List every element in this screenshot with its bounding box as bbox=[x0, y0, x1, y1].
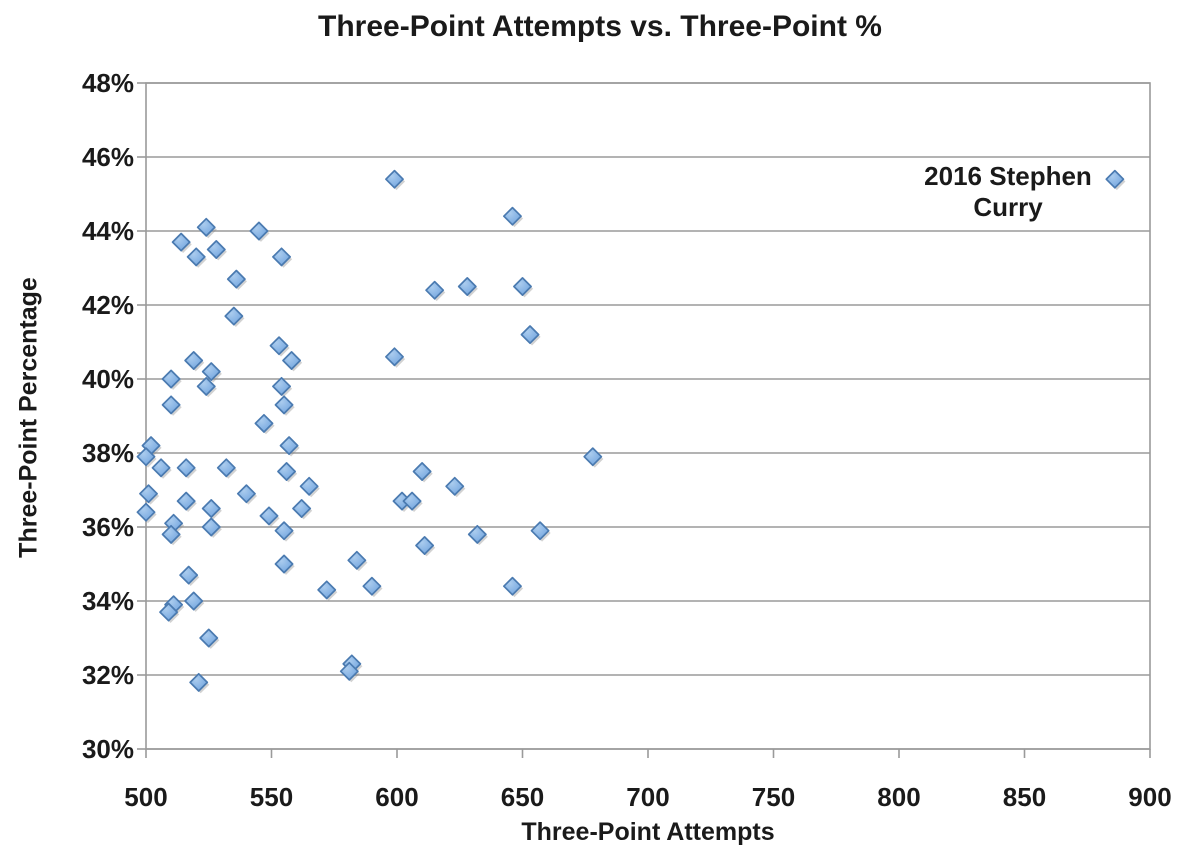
y-tick-label: 46% bbox=[81, 142, 134, 172]
data-point-marker bbox=[467, 524, 487, 544]
data-point-marker bbox=[503, 576, 522, 596]
x-tick-label: 550 bbox=[249, 782, 294, 812]
data-point-marker bbox=[206, 240, 226, 259]
data-point-marker bbox=[272, 247, 291, 267]
y-tick-label: 32% bbox=[81, 660, 134, 690]
y-tick-label: 38% bbox=[81, 438, 134, 468]
x-tick-label: 600 bbox=[375, 782, 419, 812]
data-point-marker bbox=[139, 484, 158, 504]
data-point-marker bbox=[347, 550, 367, 570]
data-point-marker bbox=[274, 521, 294, 541]
data-point-marker bbox=[171, 232, 191, 252]
data-point-marker bbox=[186, 247, 206, 267]
data-point-marker bbox=[249, 221, 269, 241]
x-tick-label: 900 bbox=[1128, 782, 1172, 812]
data-point-marker bbox=[277, 462, 297, 481]
data-point-marker bbox=[179, 565, 199, 585]
data-point-marker bbox=[503, 206, 522, 226]
data-point-marker bbox=[513, 277, 532, 296]
data-point-marker bbox=[199, 628, 219, 648]
data-point-marker bbox=[385, 169, 404, 189]
y-tick-label: 34% bbox=[81, 586, 134, 616]
data-point-marker bbox=[520, 325, 540, 345]
data-point-marker bbox=[176, 491, 196, 511]
data-point-marker bbox=[216, 458, 236, 478]
data-point-marker bbox=[279, 436, 299, 456]
data-point-marker bbox=[201, 517, 221, 537]
data-point-marker bbox=[385, 347, 404, 367]
x-tick-label: 800 bbox=[877, 782, 921, 812]
y-tick-label: 44% bbox=[81, 216, 134, 246]
x-tick-label: 750 bbox=[751, 782, 796, 812]
data-point-marker bbox=[274, 395, 294, 415]
data-point-marker bbox=[196, 376, 216, 396]
data-point-marker bbox=[254, 413, 274, 433]
data-point-marker bbox=[445, 476, 465, 496]
data-point-marker bbox=[425, 280, 445, 300]
data-point-marker bbox=[530, 521, 550, 541]
x-tick-label: 500 bbox=[124, 782, 168, 812]
data-point-marker bbox=[415, 536, 435, 555]
y-tick-label: 30% bbox=[81, 734, 134, 764]
x-tick-label: 700 bbox=[626, 782, 670, 812]
data-point-marker bbox=[161, 369, 181, 389]
data-point-marker bbox=[292, 499, 312, 518]
data-point-marker bbox=[274, 554, 294, 574]
data-point-marker bbox=[189, 672, 209, 692]
chart-title: Three-Point Attempts vs. Three-Point % bbox=[318, 10, 882, 43]
data-point-marker bbox=[176, 458, 196, 478]
data-point-marker bbox=[362, 576, 382, 596]
y-tick-label: 40% bbox=[81, 364, 134, 394]
data-point-marker bbox=[224, 306, 244, 326]
data-point-marker bbox=[583, 447, 603, 467]
data-point-marker bbox=[402, 491, 422, 511]
data-point-marker bbox=[317, 580, 337, 600]
y-tick-label: 48% bbox=[81, 68, 134, 98]
y-axis-title: Three-Point Percentage bbox=[14, 277, 43, 558]
data-point-marker bbox=[136, 502, 156, 522]
data-point-marker bbox=[201, 362, 221, 382]
data-point-marker bbox=[269, 336, 289, 356]
data-point-marker bbox=[1105, 169, 1125, 189]
y-tick-label: 42% bbox=[81, 290, 134, 320]
data-point-marker bbox=[226, 269, 246, 289]
data-point-marker bbox=[201, 499, 221, 518]
series-label-2016-stephen-curry: 2016 Stephen Curry bbox=[924, 161, 1092, 223]
x-tick-label: 850 bbox=[1002, 782, 1047, 812]
data-point-marker bbox=[196, 217, 216, 237]
data-point-marker bbox=[151, 458, 171, 478]
data-point-marker bbox=[184, 351, 204, 370]
data-point-marker bbox=[136, 447, 156, 467]
data-point-marker bbox=[236, 484, 256, 504]
data-point-marker bbox=[282, 351, 302, 370]
y-tick-label: 36% bbox=[81, 512, 134, 542]
x-tick-label: 650 bbox=[500, 782, 545, 812]
data-point-marker bbox=[159, 602, 179, 622]
data-point-marker bbox=[161, 524, 181, 544]
data-point-marker bbox=[272, 376, 291, 396]
data-point-marker bbox=[457, 277, 477, 296]
data-point-marker bbox=[161, 395, 181, 415]
x-axis-title: Three-Point Attempts bbox=[521, 818, 775, 846]
data-point-marker bbox=[412, 462, 432, 481]
data-point-marker bbox=[299, 476, 319, 496]
data-point-marker bbox=[339, 661, 359, 681]
data-point-marker bbox=[259, 506, 279, 526]
data-point-marker bbox=[184, 591, 204, 611]
